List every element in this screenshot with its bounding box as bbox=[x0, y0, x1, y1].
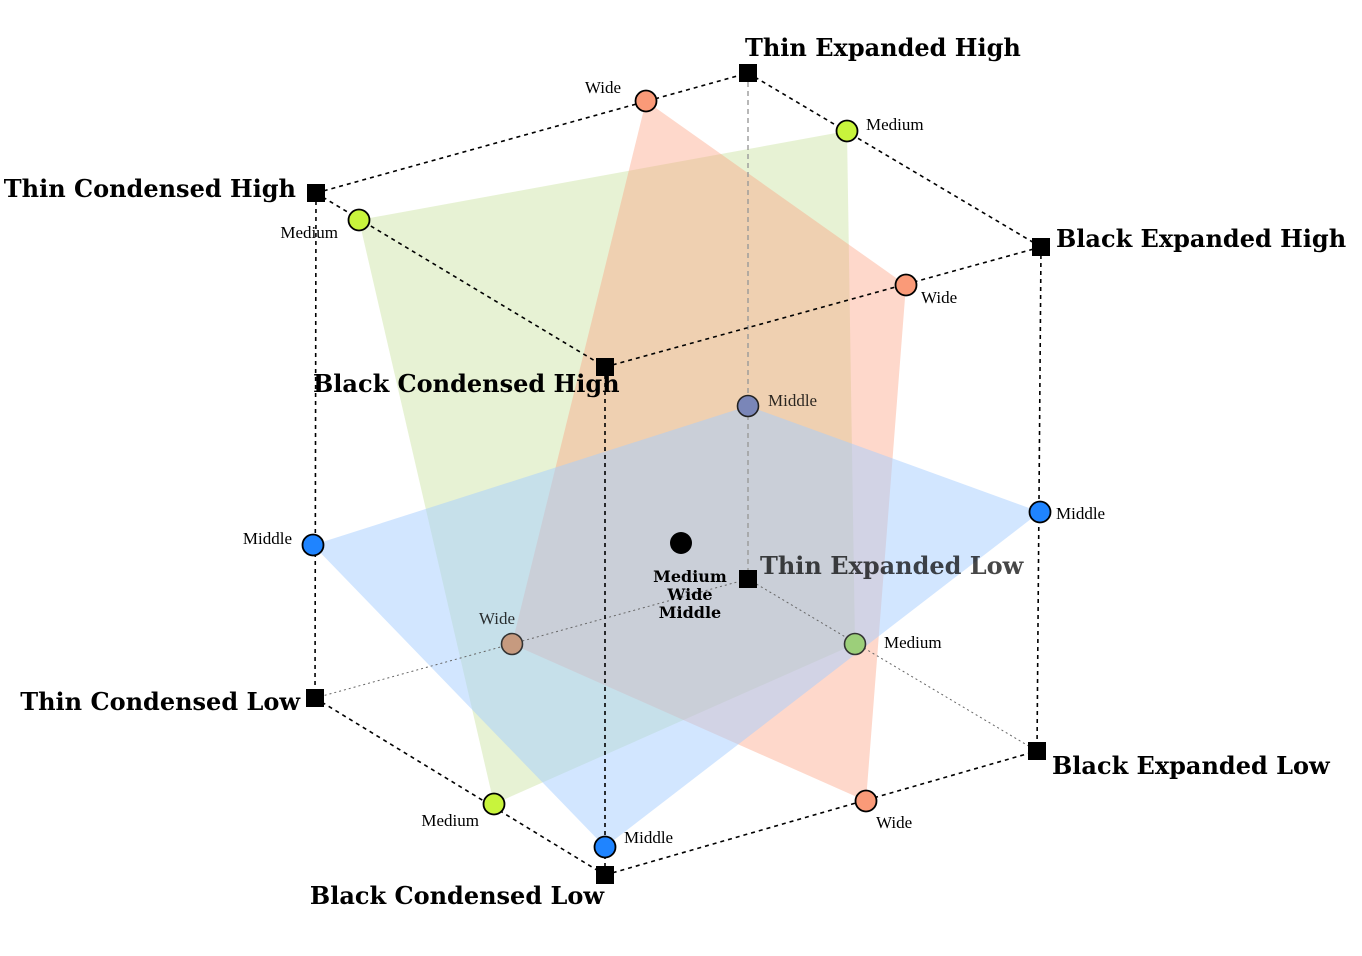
center-label: Medium Wide Middle bbox=[653, 567, 727, 622]
label-black-condensed-low: Black Condensed Low bbox=[310, 881, 605, 910]
center-label-middle: Middle bbox=[659, 603, 721, 622]
corner-markers bbox=[306, 64, 1050, 884]
medium-point bbox=[843, 632, 867, 656]
corner-marker-black-expanded-high bbox=[1032, 238, 1050, 256]
edge-bottom-right bbox=[604, 750, 1038, 876]
planes bbox=[313, 101, 1040, 847]
corner-marker-black-condensed-low bbox=[596, 866, 614, 884]
label-thin-condensed-high: Thin Condensed High bbox=[4, 174, 296, 203]
medium-point bbox=[482, 792, 506, 816]
wide-point bbox=[500, 632, 524, 656]
corner-marker-thin-condensed-high bbox=[307, 184, 325, 202]
corner-labels: Thin Expanded High Thin Condensed High B… bbox=[4, 33, 1346, 910]
label-black-expanded-low: Black Expanded Low bbox=[1052, 751, 1331, 780]
wide-label: Wide bbox=[921, 288, 957, 307]
center-point bbox=[670, 532, 692, 554]
corner-marker-black-condensed-high bbox=[596, 358, 614, 376]
middle-label: Middle bbox=[624, 828, 673, 847]
corner-marker-thin-expanded-low bbox=[739, 570, 757, 588]
edge-top-back bbox=[315, 72, 749, 194]
middle-point bbox=[1028, 500, 1052, 524]
corner-marker-thin-condensed-low bbox=[306, 689, 324, 707]
edge-vertical-right bbox=[1036, 246, 1042, 752]
label-thin-condensed-low: Thin Condensed Low bbox=[20, 687, 301, 716]
medium-label: Medium bbox=[280, 223, 338, 242]
edge-bottom-left bbox=[314, 697, 606, 876]
edge-top-right bbox=[747, 72, 1042, 248]
middle-point bbox=[736, 394, 760, 418]
hidden-edge-expanded-low bbox=[747, 578, 1038, 752]
label-thin-expanded-high: Thin Expanded High bbox=[745, 33, 1021, 62]
corner-marker-black-expanded-low bbox=[1028, 742, 1046, 760]
medium-label: Medium bbox=[866, 115, 924, 134]
center-label-medium: Medium bbox=[653, 567, 727, 586]
wide-label: Wide bbox=[479, 609, 515, 628]
middle-point bbox=[593, 835, 617, 859]
label-black-expanded-high: Black Expanded High bbox=[1056, 224, 1346, 253]
wide-point bbox=[894, 273, 918, 297]
wide-label: Wide bbox=[876, 813, 912, 832]
medium-point bbox=[835, 119, 859, 143]
hidden-edges bbox=[314, 73, 1038, 752]
edge-top-front bbox=[604, 246, 1042, 368]
label-black-condensed-high: Black Condensed High bbox=[313, 369, 620, 398]
middle-plane bbox=[313, 406, 1040, 847]
visible-edges bbox=[314, 72, 1042, 876]
medium-label: Medium bbox=[884, 633, 942, 652]
label-thin-expanded-low: Thin Expanded Low bbox=[760, 551, 1025, 580]
middle-point bbox=[301, 533, 325, 557]
wide-point bbox=[634, 89, 658, 113]
corner-marker-thin-expanded-high bbox=[739, 64, 757, 82]
edge-vertical-left bbox=[314, 192, 317, 699]
axis-points bbox=[301, 89, 1052, 859]
wide-point bbox=[854, 789, 878, 813]
medium-label: Medium bbox=[421, 811, 479, 830]
middle-label: Middle bbox=[243, 529, 292, 548]
wide-label: Wide bbox=[585, 78, 621, 97]
middle-label: Middle bbox=[768, 391, 817, 410]
medium-point bbox=[347, 208, 371, 232]
axis-point-labels: Wide Wide Wide Wide Medium Medium Medium… bbox=[243, 78, 1105, 847]
middle-label: Middle bbox=[1056, 504, 1105, 523]
center-label-wide: Wide bbox=[666, 585, 712, 604]
